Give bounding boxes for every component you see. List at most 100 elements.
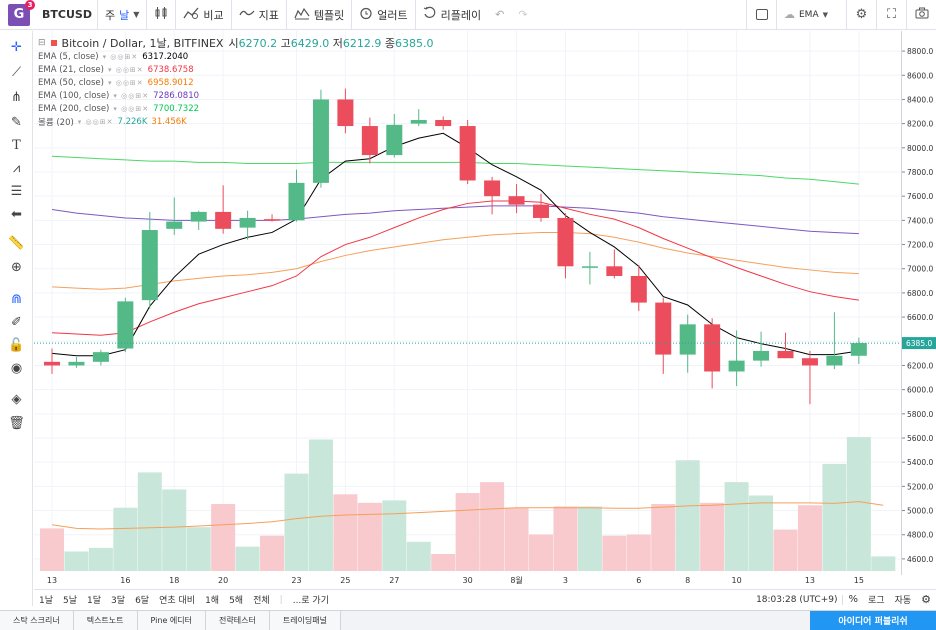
magnet-tool[interactable]: ⋒	[0, 288, 33, 310]
auto-toggle[interactable]: 자동	[894, 596, 912, 606]
x-tick-label: 20	[218, 576, 228, 585]
range-button[interactable]: 6달	[135, 596, 150, 606]
x-tick-label: 27	[389, 576, 399, 585]
indicator-legend-row[interactable]: EMA (21, close) ▾ ◎◎⊞✕ 6738.6758	[38, 63, 433, 76]
alert-button[interactable]: 얼러트	[352, 0, 416, 30]
fullscreen-button[interactable]: ⛶	[876, 0, 906, 30]
publish-idea-button[interactable]: 아이디어 퍼블리쉬	[810, 611, 936, 630]
trash-icon: 🗑	[8, 415, 25, 431]
indicator-legend-row[interactable]: EMA (5, close) ▾ ◎◎⊞✕ 6317.2040	[38, 50, 433, 63]
indicator-controls-icon[interactable]: ▾ ◎◎⊞✕	[77, 117, 114, 126]
indicator-controls-icon[interactable]: ▾ ◎◎⊞✕	[107, 78, 144, 87]
lock-drawings-tool[interactable]: 🔓	[0, 334, 33, 356]
candle-body	[92, 352, 109, 362]
bottom-tab[interactable]: Pine 에디터	[137, 611, 207, 630]
pitchfork-tool[interactable]: ⋔	[0, 86, 33, 108]
price-chart[interactable]: 13161820232527308월3681013151	[34, 31, 904, 586]
ruler-icon: 📏	[8, 235, 25, 251]
volume-bar	[40, 528, 64, 571]
zoom-tool[interactable]: ⊕	[0, 256, 33, 278]
bottom-range-bar: 1날 5날 1달 3달 6달 연초 대비 1해 5해 전체 | ...로 가기 18:03:28…	[34, 589, 936, 609]
indicator-legend-row[interactable]: 볼륨 (20) ▾ ◎◎⊞✕ 7.226K 31.456K	[38, 115, 433, 128]
templates-button[interactable]: 템플릿	[287, 0, 353, 30]
range-button[interactable]: 3달	[111, 596, 126, 606]
volume-bar	[504, 507, 529, 571]
percent-toggle[interactable]: %	[848, 594, 858, 605]
collapse-icon[interactable]: ⊟	[38, 38, 46, 48]
redo-button[interactable]: ↷	[518, 8, 528, 21]
candle-body	[166, 221, 183, 229]
trendline-tool[interactable]: ⟋	[0, 61, 33, 83]
candle-body	[288, 182, 305, 221]
candle-body	[826, 355, 843, 366]
fullscreen-box-button[interactable]	[746, 0, 776, 30]
price-axis[interactable]: 4600.0 4800.0 5000.0 5200.0 5400.0 5600.0 5800…	[902, 31, 936, 586]
trendline-icon: ⟋	[11, 64, 22, 80]
range-button[interactable]: 5날	[63, 596, 78, 606]
volume-bar	[822, 463, 847, 571]
hide-drawings-tool[interactable]: ◉	[0, 357, 33, 379]
indicators-button[interactable]: 지표	[232, 0, 287, 30]
fib-tool[interactable]: ☰	[0, 180, 33, 202]
range-button[interactable]: 1달	[87, 596, 102, 606]
arrow-tool[interactable]: ⬅	[0, 203, 33, 225]
crosshair-tool[interactable]: ✛	[0, 36, 33, 58]
range-button[interactable]: 전체	[253, 596, 270, 606]
range-button[interactable]: 1날	[39, 596, 54, 606]
y-tick-label: 7200.0	[907, 241, 933, 250]
remove-drawings-tool[interactable]: 🗑	[0, 412, 33, 434]
volume-bar	[749, 495, 774, 571]
range-button[interactable]: 연초 대비	[159, 596, 196, 606]
bottom-tab[interactable]: 스탁 스크리너	[0, 611, 74, 630]
brush-tool[interactable]: ✎	[0, 111, 33, 133]
indicator-controls-icon[interactable]: ▾ ◎◎⊞✕	[113, 91, 150, 100]
compare-button[interactable]: 비교	[176, 0, 232, 30]
low-value: 6212.9	[342, 37, 382, 50]
indicator-controls-icon[interactable]: ▾ ◎◎⊞✕	[102, 52, 139, 61]
chevron-down-icon[interactable]: ▼	[133, 10, 140, 19]
interval-day[interactable]: 날	[119, 8, 130, 22]
volume-bar	[431, 553, 456, 571]
pencil-lock-icon: ✐	[11, 314, 22, 330]
bottom-tab[interactable]: 트레이딩패널	[269, 611, 341, 630]
replay-button[interactable]: 리플레이	[416, 0, 488, 30]
pattern-tool[interactable]: ⩘	[0, 157, 33, 179]
text-tool[interactable]: T	[0, 134, 33, 156]
layout-ema-button[interactable]: ☁ EMA ▼	[776, 0, 846, 30]
candle-body	[630, 275, 647, 303]
settings-button[interactable]: ⚙	[846, 0, 876, 30]
ruler-tool[interactable]: 📏	[0, 232, 33, 254]
snapshot-button[interactable]	[906, 0, 936, 30]
log-toggle[interactable]: 로그	[868, 596, 885, 606]
candle-body	[655, 302, 672, 355]
volume-bar	[651, 504, 676, 571]
gear-icon[interactable]: ⚙	[921, 593, 931, 606]
indicator-legend-row[interactable]: EMA (200, close) ▾ ◎◎⊞✕ 7700.7322	[38, 102, 433, 115]
undo-button[interactable]: ↶	[495, 8, 505, 21]
magnet-icon: ⋒	[11, 291, 22, 307]
main-series-legend[interactable]: ⊟ Bitcoin / Dollar, 1날, BITFINEX 시6270.2…	[38, 36, 433, 50]
chart-type-button[interactable]	[147, 0, 177, 30]
range-button[interactable]: 5해	[229, 596, 244, 606]
bottom-tab[interactable]: 텍스트노트	[73, 611, 138, 630]
goto-date-button[interactable]: ...로 가기	[292, 596, 329, 606]
stay-drawing-tool[interactable]: ✐	[0, 311, 33, 333]
indicator-legend-row[interactable]: EMA (100, close) ▾ ◎◎⊞✕ 7286.0810	[38, 89, 433, 102]
object-tree-tool[interactable]: ◈	[0, 388, 33, 410]
replay-icon	[423, 6, 437, 24]
volume-ma-line	[51, 501, 884, 530]
symbol-search[interactable]: BTCUSD	[30, 0, 98, 30]
layout-name-label: EMA	[799, 9, 819, 20]
clock-timezone[interactable]: 18:03:28 (UTC+9)	[751, 594, 844, 605]
x-tick-label: 13	[805, 576, 815, 585]
interval-selector[interactable]: 주 날 ▼	[98, 0, 148, 30]
range-button[interactable]: 1해	[205, 596, 220, 606]
indicator-controls-icon[interactable]: ▾ ◎◎⊞✕	[113, 104, 150, 113]
bottom-tab[interactable]: 전략테스터	[206, 611, 270, 630]
indicator-controls-icon[interactable]: ▾ ◎◎⊞✕	[107, 65, 144, 74]
bottom-right-controls: 18:03:28 (UTC+9) % 로그 자동 ⚙	[751, 593, 936, 606]
interval-week[interactable]: 주	[105, 8, 116, 22]
candle-body	[704, 324, 721, 372]
indicator-legend-row[interactable]: EMA (50, close) ▾ ◎◎⊞✕ 6958.9012	[38, 76, 433, 89]
